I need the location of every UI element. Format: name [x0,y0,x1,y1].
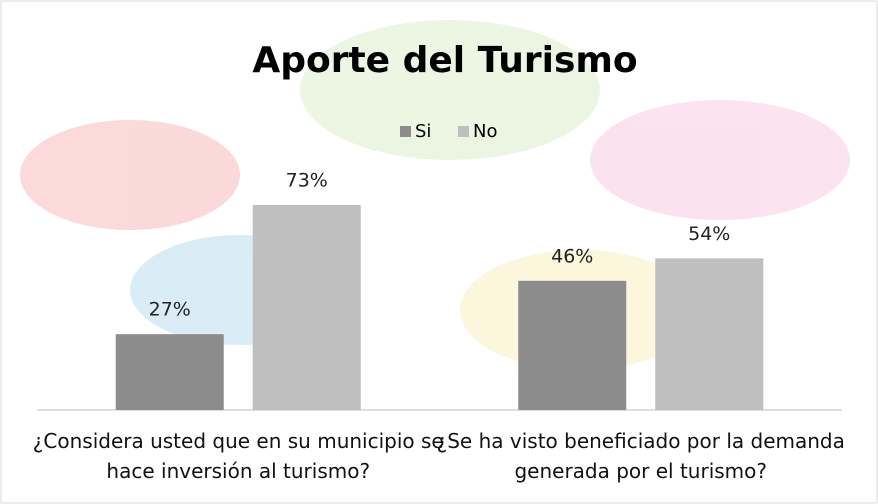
value-label: 27% [149,299,191,321]
value-label: 54% [688,223,730,245]
value-label: 46% [551,245,593,267]
bar [252,205,361,410]
bar [115,334,224,410]
chart-title: Aporte del Turismo [252,40,637,81]
bar [518,280,627,410]
x-tick-label: ¿Considera usted que en su municipio se … [32,429,444,483]
legend-swatch [400,126,411,137]
x-tick-label: ¿Se ha visto beneficiado por la demanda … [436,429,845,483]
value-label: 73% [286,170,328,192]
legend-swatch [458,126,469,137]
bar [655,258,764,410]
legend-label: Si [415,121,431,142]
legend-label: No [473,121,497,142]
